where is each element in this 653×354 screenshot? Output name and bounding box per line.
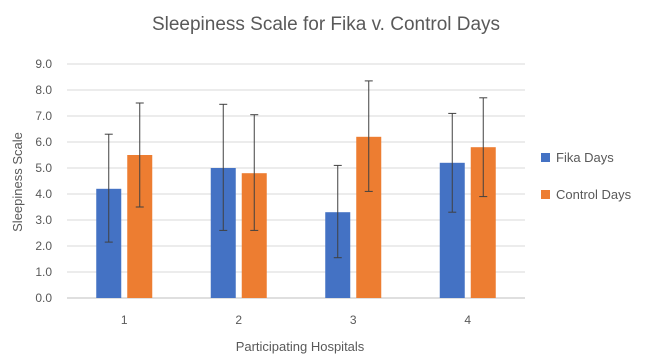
y-tick-label: 0.0: [35, 291, 52, 305]
y-tick-label: 6.0: [35, 135, 52, 149]
y-tick-label: 7.0: [35, 109, 52, 123]
y-axis-title: Sleepiness Scale: [10, 132, 25, 232]
error-bars: [104, 80, 488, 259]
x-axis-title: Participating Hospitals: [236, 339, 365, 354]
x-tick-label: 3: [350, 313, 357, 327]
legend-swatch-control: [541, 190, 550, 199]
legend: Fika Days Control Days: [541, 150, 632, 202]
y-tick-label: 5.0: [35, 161, 52, 175]
legend-label-control: Control Days: [556, 187, 632, 202]
y-tick-label: 9.0: [35, 57, 52, 71]
chart-title: Sleepiness Scale for Fika v. Control Day…: [152, 14, 500, 35]
y-tick-label: 2.0: [35, 239, 52, 253]
legend-swatch-fika: [541, 153, 550, 162]
y-tick-label: 3.0: [35, 213, 52, 227]
x-tick-label: 2: [235, 313, 242, 327]
legend-label-fika: Fika Days: [556, 150, 614, 165]
x-tick-label: 4: [464, 313, 471, 327]
x-axis-ticks: 1 2 3 4: [121, 313, 472, 327]
bars: [96, 136, 496, 298]
y-axis-ticks: 0.0 1.0 2.0 3.0 4.0 5.0 6.0 7.0 8.0 9.0: [35, 57, 52, 305]
y-tick-label: 1.0: [35, 265, 52, 279]
x-tick-label: 1: [121, 313, 128, 327]
y-tick-label: 4.0: [35, 187, 52, 201]
y-tick-label: 8.0: [35, 83, 52, 97]
